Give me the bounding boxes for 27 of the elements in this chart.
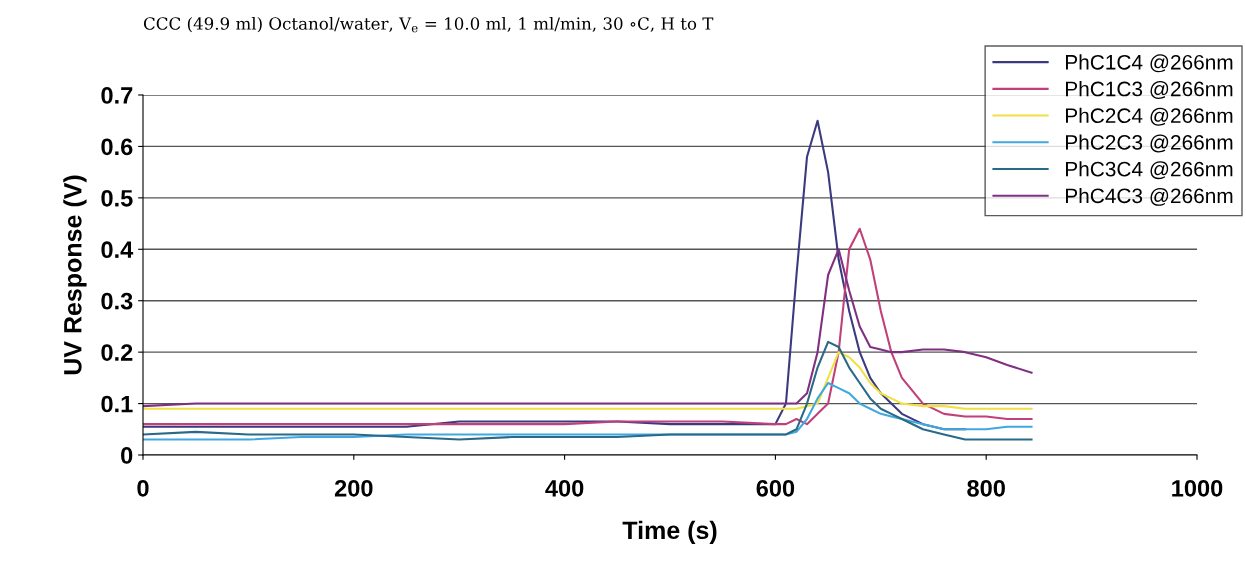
y-axis-title: UV Response (V) (63, 175, 87, 375)
y-tick-label: 0 (121, 447, 133, 464)
legend-label: PhC1C3 @266nm (1066, 81, 1233, 100)
line-series (143, 340, 1033, 441)
y-tick-label: 0.1 (101, 395, 133, 413)
x-tick-label: 0 (137, 479, 149, 497)
legend-label: PhC1C4 @266nm (1066, 54, 1233, 73)
x-tick-label: 600 (756, 479, 795, 497)
y-tick-label: 0.6 (101, 138, 133, 156)
y-tick-label: 0.5 (101, 189, 133, 207)
x-tick-label: 200 (334, 479, 373, 497)
y-tick-label: 0.2 (101, 344, 133, 361)
x-tick-label: 400 (545, 479, 584, 497)
y-tick-label: 0.7 (101, 87, 133, 104)
line-series (143, 248, 1033, 408)
legend-label: PhC3C4 @266nm (1066, 161, 1233, 180)
y-tick-label: 0.3 (101, 292, 133, 310)
y-tick-label: 0.4 (101, 241, 134, 259)
line-series (143, 351, 1033, 410)
legend-label: PhC2C3 @266nm (1066, 134, 1233, 153)
x-tick-label: 800 (967, 479, 1005, 497)
chart-title: CCC (49.9 ml) Octanol/water, V$_{e}$ = 10.0 ml, 1 ml/min, 30 ∘C, H to T (143, 16, 714, 33)
x-tick-label: 1000 (1172, 479, 1223, 497)
legend-label: PhC4C3 @266nm (1066, 187, 1233, 206)
legend-label: PhC2C4 @266nm (1066, 107, 1233, 126)
line-series (143, 227, 1033, 426)
x-axis-title: Time (s) (622, 520, 717, 545)
